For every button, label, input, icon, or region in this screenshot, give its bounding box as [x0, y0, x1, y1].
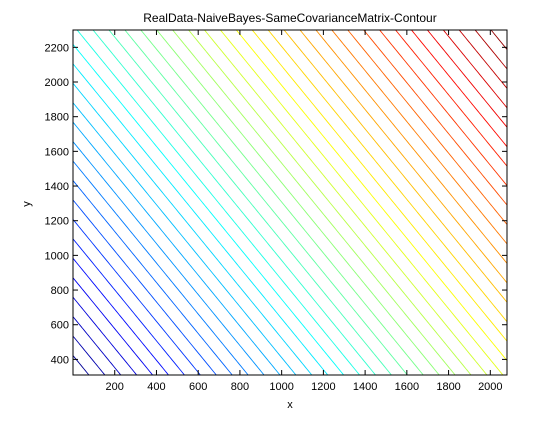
- contour-line: [188, 30, 472, 375]
- y-tick-label: 800: [51, 285, 69, 297]
- y-axis-label: y: [21, 201, 33, 207]
- contour-line: [204, 30, 488, 375]
- x-tick-label: 400: [147, 381, 165, 393]
- contour-line: [124, 30, 408, 375]
- y-tick-label: 1200: [45, 216, 69, 228]
- contour-line: [73, 277, 153, 375]
- contour-line: [73, 63, 329, 375]
- contour-line: [73, 219, 201, 375]
- contour-line: [73, 121, 281, 375]
- y-tick-label: 1800: [45, 112, 69, 124]
- contour-line: [363, 30, 507, 206]
- x-tick-label: 1000: [269, 381, 293, 393]
- contour-lines: [73, 30, 507, 375]
- contour-line: [235, 30, 507, 361]
- x-tick-label: 600: [189, 381, 207, 393]
- y-tick-label: 600: [51, 320, 69, 332]
- contour-line: [474, 30, 507, 70]
- y-axis: 400 600 800 1000 1200 1400 1600 1800 2000 2200: [45, 42, 507, 366]
- contour-line: [92, 30, 376, 375]
- contour-line: [73, 316, 122, 375]
- plot-background: [73, 30, 507, 375]
- contour-line: [73, 44, 345, 375]
- contour-line: [156, 30, 440, 375]
- contour-line: [73, 180, 233, 375]
- contour-line: [73, 199, 217, 375]
- plot-frame: [72, 29, 508, 376]
- contour-line: [379, 30, 507, 186]
- x-tick-label: 1600: [395, 381, 419, 393]
- contour-line: [73, 160, 249, 375]
- x-axis-label: x: [287, 399, 293, 411]
- y-tick-label: 400: [51, 354, 69, 366]
- contour-line: [73, 83, 313, 375]
- x-tick-label: 2000: [478, 381, 502, 393]
- y-tick-label: 2200: [45, 42, 69, 54]
- contour-line: [73, 335, 106, 375]
- x-tick-label: 200: [106, 381, 124, 393]
- contour-line: [73, 102, 297, 375]
- chart-title: RealData-NaiveBayes-SameCovarianceMatrix…: [143, 11, 436, 25]
- x-axis: 200 400 600 800 1000 1200 1400 1600 1800 2000: [106, 30, 503, 393]
- y-tick-label: 1400: [45, 181, 69, 193]
- contour-line: [395, 30, 507, 167]
- x-tick-label: 1400: [353, 381, 377, 393]
- contour-line: [73, 258, 169, 375]
- contour-line: [172, 30, 456, 375]
- contour-line: [220, 30, 504, 375]
- x-tick-label: 1200: [311, 381, 335, 393]
- contour-line: [108, 30, 392, 375]
- y-tick-label: 1000: [45, 250, 69, 262]
- contour-line: [283, 30, 507, 303]
- contour-line: [315, 30, 507, 264]
- contour-line: [73, 141, 265, 375]
- contour-line: [73, 238, 185, 375]
- y-tick-label: 2000: [45, 77, 69, 89]
- contour-line: [73, 296, 138, 375]
- y-tick-label: 1600: [45, 146, 69, 158]
- contour-line: [442, 30, 507, 109]
- contour-line: [299, 30, 507, 284]
- contour-line: [76, 30, 360, 375]
- x-tick-label: 800: [231, 381, 249, 393]
- contour-line: [427, 30, 507, 128]
- contour-line: [458, 30, 507, 89]
- x-tick-label: 1800: [436, 381, 460, 393]
- contour-line: [140, 30, 424, 375]
